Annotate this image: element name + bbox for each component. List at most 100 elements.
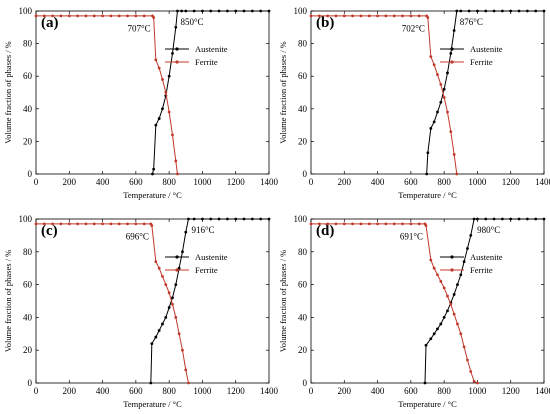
legend-label: Austenite	[195, 252, 228, 262]
legend-entry-ferrite: Ferrite	[440, 57, 493, 67]
data-point	[51, 222, 55, 226]
y-tick-label: 60	[23, 71, 33, 81]
data-point	[452, 293, 456, 296]
x-tick-label: 600	[129, 177, 143, 187]
data-point	[157, 329, 161, 332]
x-tick-label: 200	[63, 386, 77, 396]
data-point	[174, 25, 178, 29]
series-ferrite	[34, 14, 179, 176]
data-point	[259, 9, 263, 13]
data-point	[462, 345, 466, 349]
data-point	[142, 222, 146, 226]
data-point	[317, 222, 321, 226]
data-point	[154, 123, 158, 127]
data-point	[534, 217, 538, 221]
data-point	[180, 9, 184, 13]
data-point	[192, 217, 196, 221]
data-point	[436, 273, 439, 277]
data-point	[449, 130, 453, 134]
plot-frame	[35, 218, 270, 384]
data-point	[117, 222, 121, 226]
x-tick-label: 800	[437, 177, 451, 187]
data-point	[326, 222, 330, 226]
temperature-annotation: 876°C	[460, 17, 483, 27]
x-tick-label: 800	[162, 177, 176, 187]
data-point	[150, 224, 154, 227]
series-line	[424, 218, 544, 384]
data-point	[409, 222, 413, 226]
data-point	[469, 234, 473, 237]
data-point	[92, 222, 96, 226]
data-point	[429, 126, 433, 130]
data-point	[250, 217, 254, 221]
y-tick-label: 80	[23, 39, 33, 49]
data-point	[424, 224, 428, 227]
data-point	[184, 230, 188, 234]
x-tick-label: 0	[309, 177, 314, 187]
data-point	[442, 286, 446, 290]
data-point	[424, 343, 428, 347]
data-point	[542, 217, 546, 221]
x-tick-label: 600	[404, 177, 418, 187]
temperature-annotation: 702°C	[402, 24, 425, 34]
data-point	[492, 9, 496, 13]
data-point	[242, 9, 246, 13]
x-tick-label: 400	[96, 177, 110, 187]
data-point	[439, 82, 443, 86]
data-point	[439, 100, 443, 104]
data-point	[359, 222, 363, 226]
legend-label: Austenite	[195, 44, 228, 54]
series-line	[36, 223, 189, 384]
data-point	[59, 14, 63, 18]
x-tick-label: 0	[309, 386, 314, 396]
data-point	[209, 9, 213, 13]
data-point	[449, 302, 453, 306]
temperature-annotation: 707°C	[128, 24, 151, 34]
temperature-annotation: 691°C	[400, 232, 423, 242]
y-tick-label: 60	[298, 71, 308, 81]
series-ferrite	[34, 222, 190, 385]
data-point	[426, 16, 430, 19]
legend-swatch-marker	[175, 255, 179, 259]
data-point	[152, 16, 156, 19]
data-point	[429, 55, 433, 59]
data-point	[452, 29, 456, 32]
data-point	[376, 14, 379, 18]
y-tick-label: 100	[19, 214, 33, 224]
data-point	[164, 91, 168, 94]
data-point	[267, 217, 271, 221]
data-point	[109, 222, 113, 226]
x-tick-label: 400	[371, 177, 385, 187]
legend-swatch-marker	[450, 47, 454, 51]
data-point	[466, 247, 469, 250]
legend-entry-austenite: Austenite	[440, 44, 503, 54]
data-point	[459, 273, 463, 277]
series-line	[36, 15, 178, 175]
data-point	[484, 217, 488, 221]
data-point	[517, 217, 521, 221]
data-point	[217, 217, 221, 221]
data-point	[449, 51, 453, 55]
x-tick-label: 600	[129, 386, 143, 396]
data-point	[429, 258, 433, 262]
y-axis-title: Volume fraction of phases / %	[3, 41, 13, 144]
data-point	[67, 222, 71, 226]
data-point	[117, 14, 121, 18]
data-point	[157, 117, 161, 120]
data-point	[359, 14, 363, 18]
y-tick-label: 60	[23, 280, 33, 290]
data-point	[167, 110, 171, 114]
series-line	[150, 218, 269, 384]
data-point	[446, 110, 449, 114]
data-point	[177, 332, 181, 336]
data-point	[84, 222, 88, 226]
x-axis-title: Temperature / °C	[123, 399, 182, 409]
data-point	[167, 306, 171, 309]
data-point	[432, 266, 436, 270]
data-point	[425, 172, 429, 176]
legend-swatch-marker	[175, 60, 179, 64]
y-tick-label: 100	[294, 6, 308, 16]
data-point	[171, 51, 174, 55]
data-point	[164, 283, 168, 286]
data-point	[167, 291, 171, 295]
